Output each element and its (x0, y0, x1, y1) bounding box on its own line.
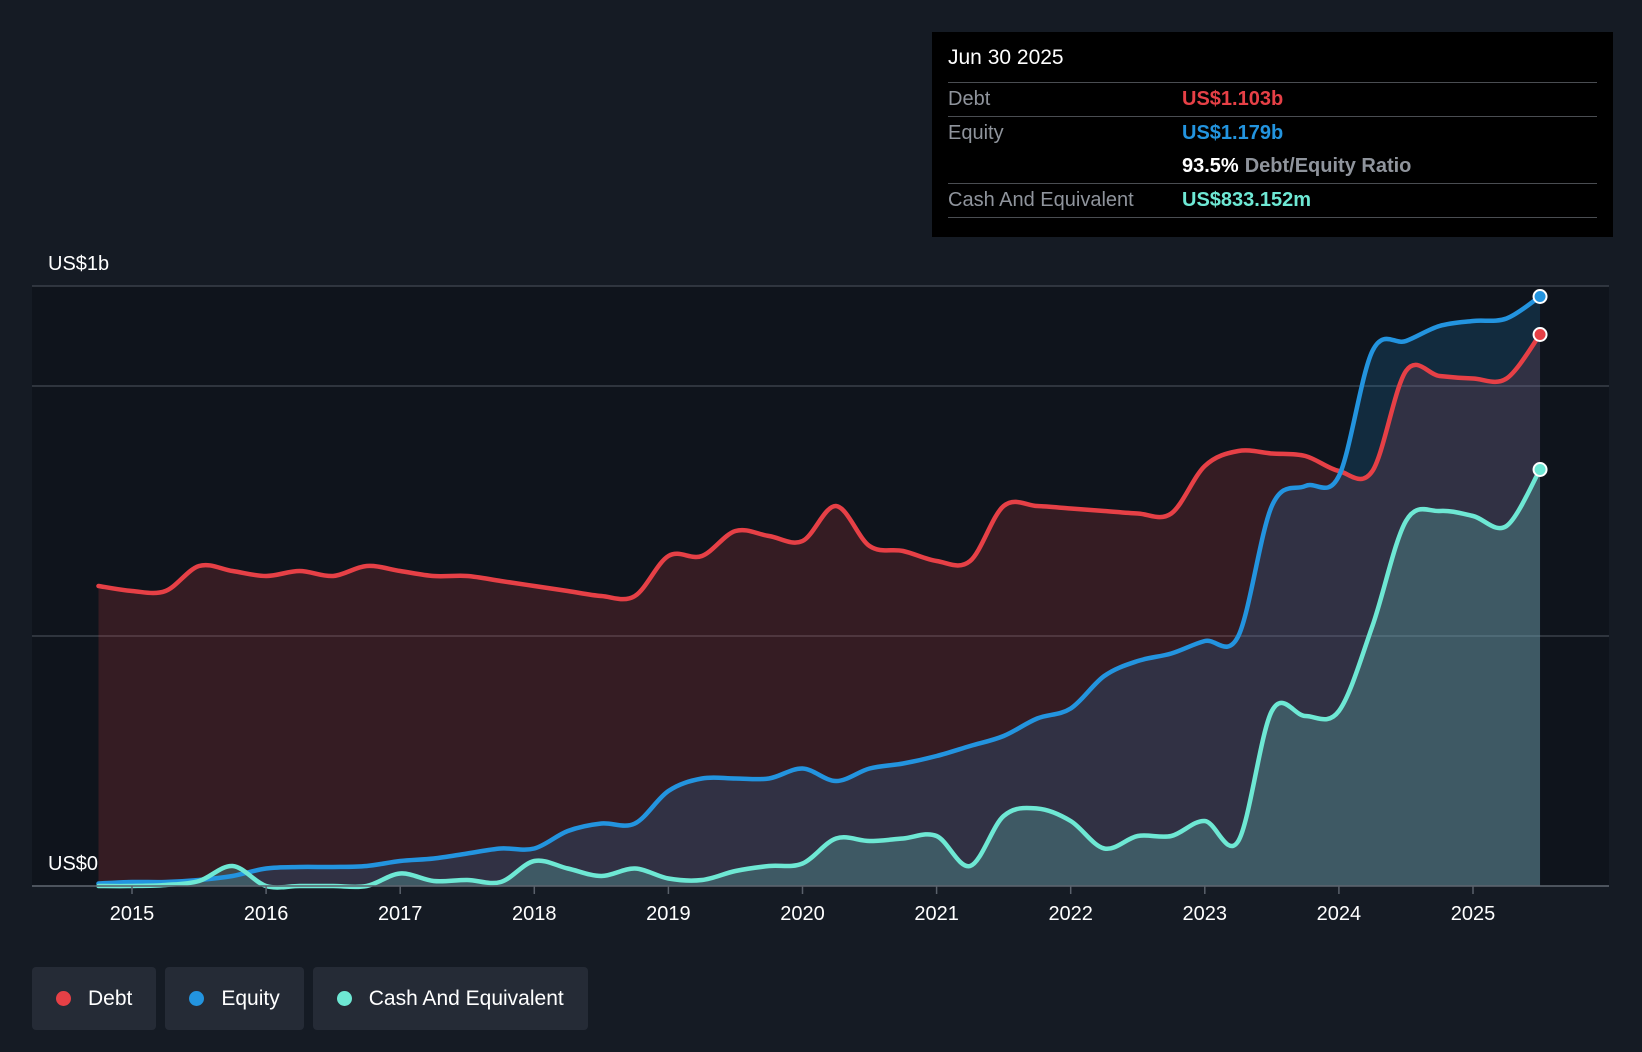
tooltip-cash-value: US$833.152m (1182, 189, 1311, 211)
legend-label-equity: Equity (221, 986, 280, 1010)
tooltip-cash-label: Cash And Equivalent (948, 189, 1134, 211)
y-label-top: US$1b (48, 253, 109, 275)
legend-dot-equity-icon (189, 991, 205, 1006)
legend-item-cash[interactable]: Cash And Equivalent (312, 967, 588, 1030)
x-tick-label-2024: 2024 (1317, 903, 1362, 925)
y-label-bottom: US$0 (48, 853, 98, 875)
x-tick-label-2015: 2015 (110, 903, 155, 925)
x-tick-label-2023: 2023 (1183, 903, 1228, 925)
x-tick-label-2017: 2017 (378, 903, 423, 925)
x-tick-label-2022: 2022 (1048, 903, 1093, 925)
x-tick-label-2019: 2019 (646, 903, 691, 925)
legend-dot-debt-icon (56, 991, 71, 1006)
tooltip-debt-label: Debt (948, 88, 991, 110)
endpoint-debt (1532, 327, 1548, 342)
area-equity (98, 296, 1541, 886)
legend-label-debt: Debt (88, 986, 133, 1010)
area-cash (98, 469, 1541, 888)
tooltip-equity-label: Equity (948, 122, 1004, 144)
tooltip-panel: Jun 30 2025 Debt US$1.103b Equity US$1.1… (932, 32, 1613, 237)
x-tick-label-2025: 2025 (1451, 903, 1496, 925)
tooltip-debt-value: US$1.103b (1182, 88, 1284, 110)
tooltip-ratio-row: 93.5% Debt/Equity Ratio (948, 150, 1597, 183)
chart-legend: Debt Equity Cash And Equivalent (32, 967, 597, 1030)
legend-item-debt[interactable]: Debt (32, 967, 157, 1030)
tooltip-cash-row: Cash And Equivalent US$833.152m (948, 183, 1597, 218)
tooltip-ratio-label: Debt/Equity Ratio (1244, 155, 1412, 177)
tooltip-date: Jun 30 2025 (948, 46, 1064, 69)
legend-label-cash: Cash And Equivalent (368, 986, 564, 1010)
endpoint-cash (1532, 462, 1548, 477)
x-tick-label-2021: 2021 (914, 903, 959, 925)
area-debt (98, 334, 1541, 886)
x-tick-label-2016: 2016 (244, 903, 289, 925)
tooltip-equity-row: Equity US$1.179b (948, 116, 1597, 150)
x-tick-label-2020: 2020 (780, 903, 825, 925)
line-debt (96, 332, 1543, 602)
legend-item-equity[interactable]: Equity (165, 967, 304, 1030)
endpoint-equity (1532, 289, 1548, 304)
tooltip-debt-row: Debt US$1.103b (948, 82, 1597, 116)
line-equity (96, 294, 1543, 886)
legend-dot-cash-icon (336, 991, 352, 1006)
tooltip-ratio-value: 93.5% (1182, 155, 1239, 177)
x-tick-label-2018: 2018 (512, 903, 557, 925)
tooltip-equity-value: US$1.179b (1182, 122, 1284, 144)
